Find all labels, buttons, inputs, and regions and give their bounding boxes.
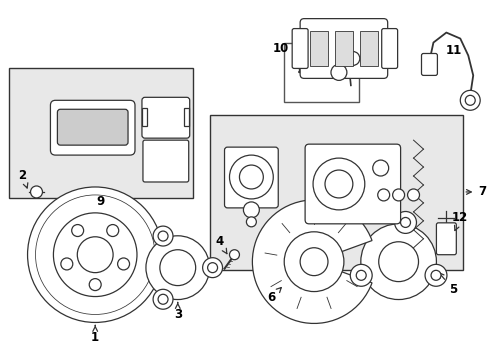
FancyBboxPatch shape xyxy=(142,140,188,182)
Circle shape xyxy=(36,195,155,315)
Circle shape xyxy=(202,258,222,278)
Text: 2: 2 xyxy=(19,168,28,188)
Text: 5: 5 xyxy=(438,273,456,296)
Circle shape xyxy=(372,160,388,176)
Text: 12: 12 xyxy=(451,211,468,230)
Bar xyxy=(359,31,377,67)
Circle shape xyxy=(27,187,163,323)
Circle shape xyxy=(229,250,239,260)
Circle shape xyxy=(30,186,42,198)
Wedge shape xyxy=(252,200,371,323)
Circle shape xyxy=(77,237,113,273)
Circle shape xyxy=(158,294,168,304)
Circle shape xyxy=(61,258,73,270)
Text: 10: 10 xyxy=(272,42,299,55)
FancyBboxPatch shape xyxy=(305,144,400,224)
Text: 3: 3 xyxy=(173,302,182,321)
Circle shape xyxy=(53,213,137,297)
Circle shape xyxy=(330,64,346,80)
FancyBboxPatch shape xyxy=(381,28,397,68)
Circle shape xyxy=(284,232,343,292)
FancyBboxPatch shape xyxy=(57,109,128,145)
Circle shape xyxy=(400,217,409,228)
Text: 9: 9 xyxy=(96,195,104,208)
Circle shape xyxy=(243,202,259,218)
Text: 8: 8 xyxy=(316,32,325,45)
Circle shape xyxy=(153,289,173,309)
Bar xyxy=(142,108,146,126)
Circle shape xyxy=(158,231,168,241)
Circle shape xyxy=(118,258,129,270)
Circle shape xyxy=(325,170,352,198)
Bar xyxy=(284,42,358,102)
Circle shape xyxy=(229,155,273,199)
Bar xyxy=(183,108,188,126)
Circle shape xyxy=(394,211,416,233)
Circle shape xyxy=(207,263,217,273)
Text: 4: 4 xyxy=(215,235,226,254)
FancyBboxPatch shape xyxy=(50,100,135,155)
Circle shape xyxy=(377,189,389,201)
Text: 11: 11 xyxy=(444,44,461,57)
FancyBboxPatch shape xyxy=(291,28,307,68)
Circle shape xyxy=(300,248,327,276)
Bar xyxy=(209,115,462,270)
Circle shape xyxy=(106,225,119,237)
Circle shape xyxy=(464,95,474,105)
Circle shape xyxy=(89,279,101,291)
Circle shape xyxy=(312,158,364,210)
Text: 6: 6 xyxy=(266,288,281,304)
Circle shape xyxy=(153,226,173,246)
Circle shape xyxy=(459,90,479,110)
Circle shape xyxy=(349,264,371,286)
Circle shape xyxy=(239,165,263,189)
Circle shape xyxy=(430,270,440,280)
Circle shape xyxy=(246,217,256,227)
Circle shape xyxy=(345,51,359,66)
FancyBboxPatch shape xyxy=(142,97,189,138)
Circle shape xyxy=(160,250,195,285)
FancyBboxPatch shape xyxy=(300,19,387,78)
FancyBboxPatch shape xyxy=(421,54,437,75)
Circle shape xyxy=(145,236,209,300)
Bar xyxy=(309,31,327,67)
Bar xyxy=(334,31,352,67)
Text: 7: 7 xyxy=(465,185,486,198)
Circle shape xyxy=(392,189,404,201)
Text: 1: 1 xyxy=(91,325,99,344)
Bar xyxy=(9,68,192,198)
Circle shape xyxy=(72,225,83,237)
Circle shape xyxy=(360,224,435,300)
FancyBboxPatch shape xyxy=(224,147,278,208)
Circle shape xyxy=(378,242,418,282)
Circle shape xyxy=(424,264,446,286)
Circle shape xyxy=(407,189,419,201)
Circle shape xyxy=(356,270,366,280)
FancyBboxPatch shape xyxy=(435,223,455,255)
